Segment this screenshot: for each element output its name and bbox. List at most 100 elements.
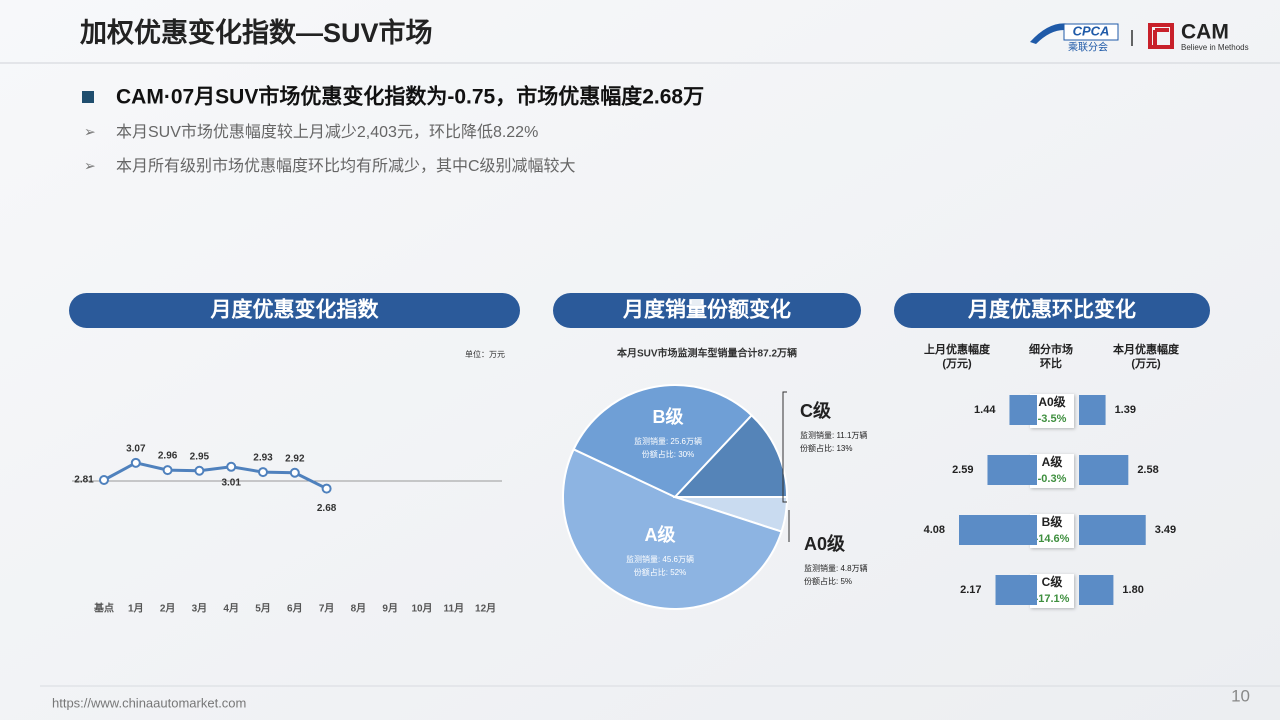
- change-label: -17.1%: [1035, 593, 1070, 605]
- category-box: [1030, 514, 1074, 548]
- bar: [959, 515, 1037, 545]
- data-label: 3.07: [126, 443, 146, 454]
- point: [162, 465, 173, 476]
- data-label: 2.59: [952, 464, 973, 476]
- bar: [995, 575, 1037, 605]
- x-tick-label: 1月: [128, 603, 144, 615]
- x-tick-label: 基点: [93, 602, 114, 615]
- panel-title: 月度优惠环比变化: [967, 298, 1136, 322]
- slice-share: 份额占比: 52%: [634, 567, 686, 577]
- panel-header: [894, 293, 1210, 328]
- pie-slice: [572, 384, 754, 499]
- subtitle: 本月SUV市场监测车型销量合计87.2万辆: [617, 347, 797, 360]
- logo-text: CAM: [1181, 21, 1229, 44]
- category-box: [1030, 394, 1074, 428]
- column-header: 细分市场: [1029, 342, 1073, 356]
- panel-header: [69, 293, 520, 328]
- data-label: 2.58: [1137, 464, 1158, 476]
- x-tick-label: 3月: [192, 603, 208, 615]
- slice-volume: 监测销量: 4.8万辆: [804, 563, 868, 573]
- x-tick-label: 12月: [475, 603, 496, 615]
- slice-name: C级: [800, 400, 832, 421]
- cpca-box: [1063, 23, 1119, 41]
- x-tick-label: 7月: [319, 603, 335, 615]
- bullet: 本月SUV市场优惠幅度较上月减少2,403元，环比降低8.22%: [116, 123, 538, 141]
- x-tick-label: 8月: [351, 603, 367, 615]
- data-label: 1.80: [1122, 584, 1143, 596]
- slice-name: B级: [653, 406, 685, 427]
- column-header: (万元): [1131, 357, 1161, 370]
- cam-icon: [1148, 23, 1174, 49]
- bar: [1079, 395, 1106, 425]
- data-label: 3.49: [1155, 524, 1176, 536]
- x-tick-label: 9月: [382, 603, 398, 615]
- bullet-arrow: ➢: [84, 158, 96, 174]
- bullet: 本月所有级别市场优惠幅度环比均有所减少，其中C级别减幅较大: [116, 157, 576, 175]
- column-header: 环比: [1040, 356, 1062, 370]
- point: [99, 475, 109, 485]
- change-label: -14.6%: [1035, 533, 1070, 545]
- panel-header: [553, 293, 861, 328]
- data-label: 1.39: [1115, 404, 1136, 416]
- bar: [1079, 515, 1146, 545]
- logo-text: Believe in Methods: [1181, 43, 1249, 52]
- category-box: [1030, 574, 1074, 608]
- data-label: 2.81: [74, 475, 94, 486]
- data-label: 1.44: [974, 404, 996, 416]
- data-label: 2.92: [285, 453, 305, 464]
- point: [194, 465, 205, 476]
- slice-volume: 监测销量: 25.6万辆: [634, 436, 702, 446]
- bullet-arrow: ➢: [84, 124, 96, 140]
- point: [130, 457, 141, 468]
- leader-line: [782, 391, 787, 503]
- data-label: 3.01: [221, 477, 241, 488]
- point: [258, 467, 268, 478]
- x-tick-label: 2月: [160, 603, 176, 615]
- slice-share: 份额占比: 30%: [642, 449, 694, 459]
- data-label: 2.95: [190, 451, 210, 462]
- column-header: 本月优惠幅度: [1113, 342, 1180, 356]
- slice-share: 份额占比: 13%: [800, 443, 852, 453]
- change-label: -3.5%: [1038, 413, 1067, 425]
- data-label: 2.68: [317, 503, 337, 514]
- cpca-icon: [1030, 23, 1070, 44]
- slide-title: 加权优惠变化指数—SUV市场: [80, 17, 433, 48]
- page-number: 10: [1231, 686, 1250, 705]
- data-label: 2.17: [960, 584, 981, 596]
- bar: [1079, 455, 1129, 485]
- data-label: 2.93: [253, 453, 273, 464]
- bar: [1009, 395, 1037, 425]
- x-tick-label: 11月: [444, 603, 465, 615]
- line: [103, 461, 328, 490]
- headline-marker: [82, 91, 94, 103]
- x-tick-label: 6月: [287, 603, 303, 615]
- category-label: C级: [1042, 574, 1063, 589]
- slice-volume: 监测销量: 45.6万辆: [626, 554, 694, 564]
- unit-label: 单位：万元: [465, 349, 505, 359]
- point: [289, 467, 300, 478]
- pie-slice: [562, 447, 783, 610]
- x-tick-label: 10月: [411, 603, 432, 615]
- category-label: A0级: [1038, 394, 1065, 409]
- category-label: B级: [1042, 514, 1063, 529]
- slice-name: A级: [645, 524, 677, 545]
- slice-name: A0级: [804, 533, 846, 554]
- panel-title: 月度销量份额变化: [622, 298, 791, 322]
- bar: [987, 455, 1037, 485]
- panel-title: 月度优惠变化指数: [210, 298, 380, 322]
- category-label: A级: [1042, 454, 1063, 469]
- x-tick-label: 5月: [255, 603, 271, 615]
- bar: [1079, 575, 1114, 605]
- column-header: 上月优惠幅度: [924, 342, 991, 356]
- point: [226, 461, 237, 472]
- pie-slice: [672, 413, 789, 498]
- slice-volume: 监测销量: 11.1万辆: [800, 430, 867, 440]
- change-label: -0.3%: [1038, 473, 1067, 485]
- headline: CAM·07月SUV市场优惠变化指数为-0.75，市场优惠幅度2.68万: [116, 85, 704, 109]
- point: [321, 483, 332, 494]
- data-label: 2.96: [158, 451, 178, 462]
- x-tick-label: 4月: [223, 603, 239, 615]
- footer-url: https://www.chinaautomarket.com: [52, 695, 246, 710]
